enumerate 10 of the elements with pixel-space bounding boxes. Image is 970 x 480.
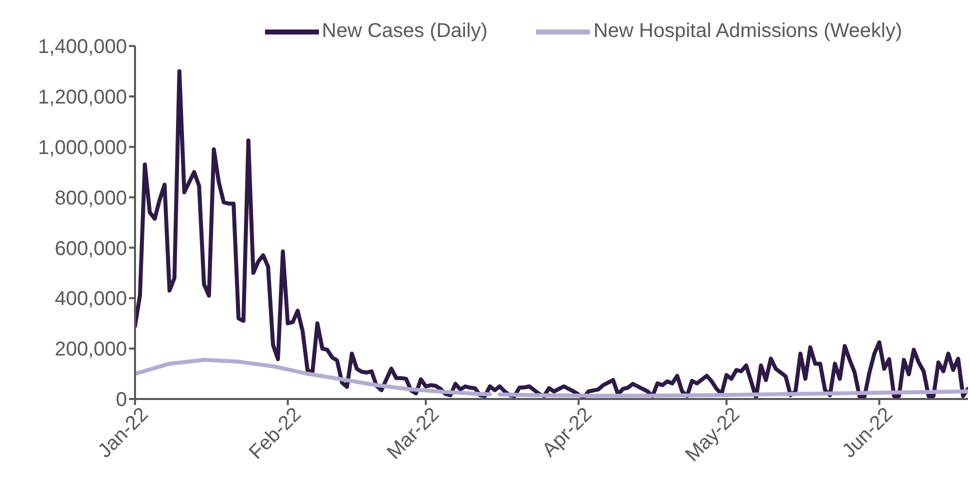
y-tick-label: 400,000 [54, 288, 127, 310]
legend-label: New Hospital Admissions (Weekly) [593, 20, 902, 43]
y-tick-label: 0 [116, 389, 127, 412]
legend-label: New Cases (Daily) [322, 20, 488, 43]
y-tick-label: 200,000 [54, 338, 127, 361]
y-tick-label: 600,000 [54, 238, 127, 260]
y-tick-label: 1,200,000 [38, 86, 127, 109]
y-tick-label: 1,400,000 [38, 36, 127, 58]
y-tick-label: 1,000,000 [38, 136, 127, 159]
y-tick-label: 800,000 [54, 187, 127, 210]
